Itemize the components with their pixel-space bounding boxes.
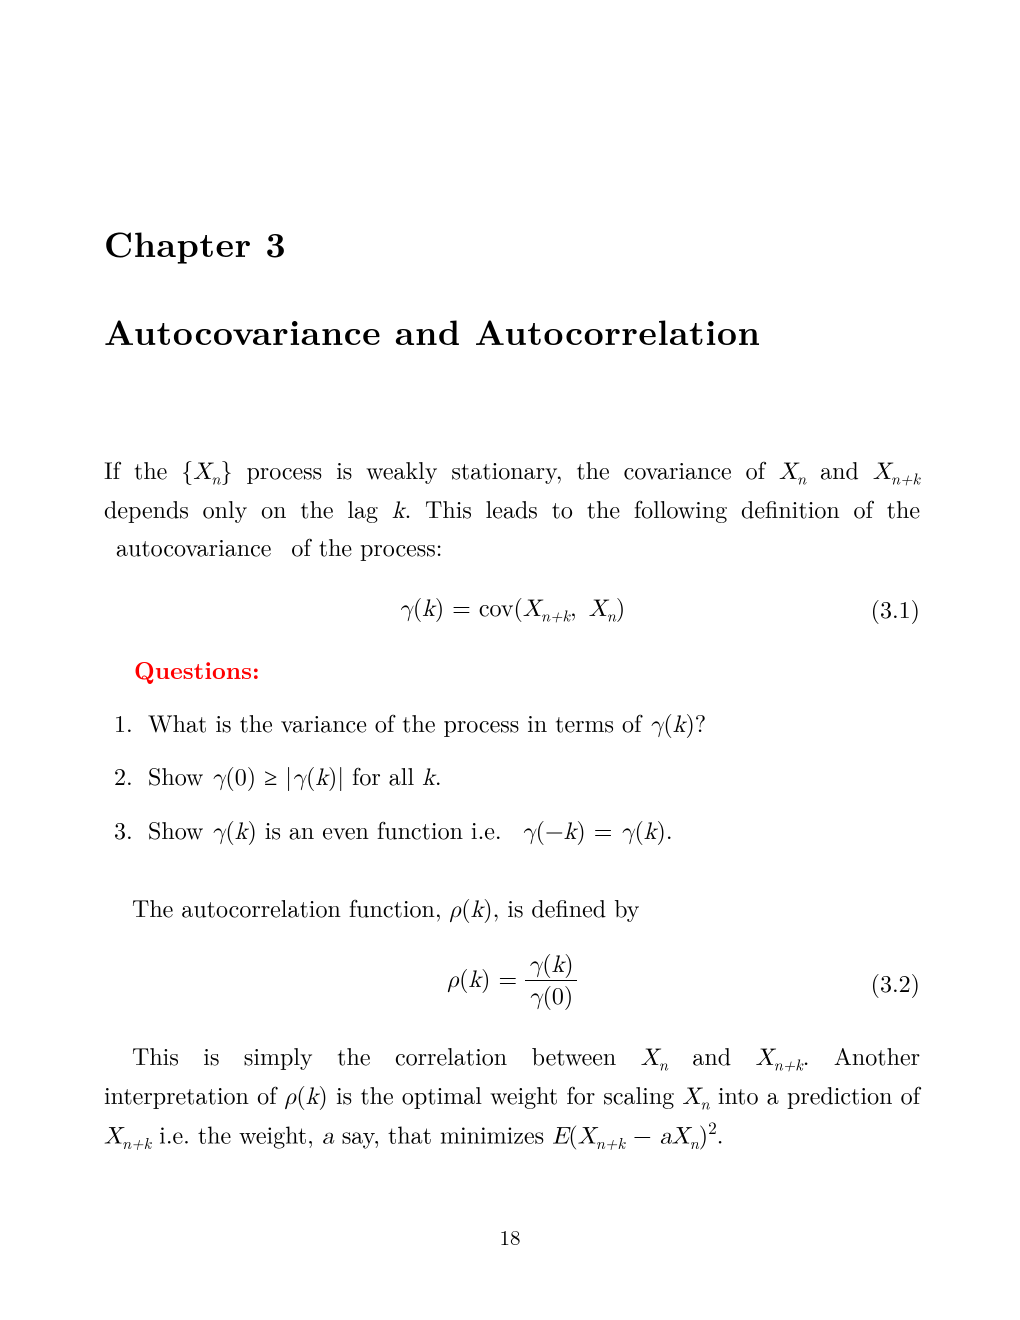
acf-def-paragraph: The autocorrelation function, ρ(k), is d… [104,890,920,929]
question-number: 2. [114,758,148,796]
equation-3-1-number: (3.1) [860,591,920,625]
equation-3-1-body: γ(k) = cov(Xn+k, Xn) [164,589,860,627]
question-text: Show γ(k) is an even function i.e. γ(−k)… [148,812,920,850]
equation-3-2-body: ρ(k) = γ(k) γ(0) [164,952,860,1011]
question-number: 1. [114,705,148,743]
question-item: 2. Show γ(0) ≥ |γ(k)| for all k. [114,758,920,796]
questions-heading: Questions: [134,653,920,687]
question-item: 1. What is the variance of the process i… [114,705,920,743]
question-text: What is the variance of the process in t… [148,705,920,743]
interpretation-paragraph: This is simply the correlation between X… [104,1038,920,1155]
question-item: 3. Show γ(k) is an even function i.e. γ(… [114,812,920,850]
page-number: 18 [0,1222,1020,1252]
intro-paragraph: If the {Xn} process is weakly stationary… [104,452,920,565]
chapter-title: Autocovariance and Autocorrelation [104,306,920,356]
chapter-label: Chapter 3 [104,218,920,268]
question-number: 3. [114,812,148,850]
equation-3-2: ρ(k) = γ(k) γ(0) (3.2) [104,952,920,1011]
equation-3-2-number: (3.2) [860,965,920,999]
question-text: Show γ(0) ≥ |γ(k)| for all k. [148,758,920,796]
equation-3-1: γ(k) = cov(Xn+k, Xn) (3.1) [104,589,920,627]
page: Chapter 3 Autocovariance and Autocorrela… [0,0,1020,1320]
questions-list: 1. What is the variance of the process i… [104,705,920,850]
